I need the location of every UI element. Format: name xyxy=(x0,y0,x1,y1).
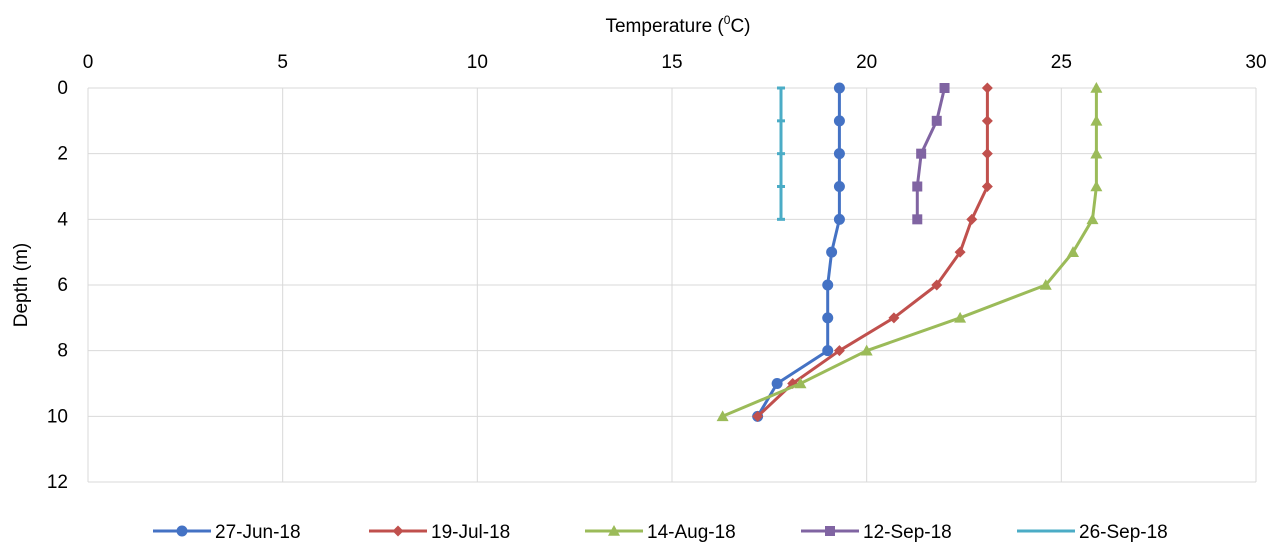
legend-label-0: 27-Jun-18 xyxy=(215,522,301,543)
x-axis-title-superscript: 0 xyxy=(724,13,731,27)
series-0-point-4 xyxy=(833,213,845,225)
series-3-point-1 xyxy=(931,115,942,126)
series-1-point-4 xyxy=(966,213,978,225)
series-0-point-0 xyxy=(833,82,845,94)
x-tick-label-6: 30 xyxy=(1245,52,1266,73)
series-2-point-7 xyxy=(954,311,967,323)
series-0-point-6 xyxy=(822,279,834,291)
x-tick-label-3: 15 xyxy=(661,52,682,73)
legend-item-3: 12-Sep-18 xyxy=(801,522,952,543)
series-0-point-5 xyxy=(826,246,838,258)
series-2-point-9 xyxy=(794,377,807,389)
series-1-point-6 xyxy=(931,279,943,291)
series-14-Aug-18 xyxy=(716,82,1103,422)
legend-label-2: 14-Aug-18 xyxy=(647,522,736,543)
y-tick-labels: 0 2 4 6 8 10 12 xyxy=(47,78,69,493)
legend-item-0: 27-Jun-18 xyxy=(153,522,301,543)
series-2-point-8 xyxy=(860,344,873,356)
legend-marker-1 xyxy=(392,525,404,537)
series-0-point-9 xyxy=(771,378,783,389)
series-0-point-7 xyxy=(822,312,834,324)
y-tick-label-3: 6 xyxy=(57,275,68,296)
series-3-point-0 xyxy=(939,83,950,93)
series-26-Sep-18 xyxy=(777,86,786,221)
series-2-point-10 xyxy=(716,410,729,422)
y-tick-label-5: 10 xyxy=(47,406,68,427)
legend-label-4: 26-Sep-18 xyxy=(1079,522,1168,543)
x-tick-label-2: 10 xyxy=(467,52,488,73)
series-0-point-3 xyxy=(833,181,845,192)
series-3-point-4 xyxy=(912,214,923,225)
series-2-point-5 xyxy=(1067,246,1080,257)
y-tick-label-4: 8 xyxy=(57,341,68,362)
series-line-1 xyxy=(756,88,989,418)
x-tick-label-1: 5 xyxy=(277,52,288,73)
y-tick-label-1: 2 xyxy=(57,144,68,165)
gridlines xyxy=(87,87,1257,483)
series-27-Jun-18 xyxy=(752,82,845,422)
x-tick-label-5: 25 xyxy=(1051,52,1072,73)
series-1-point-8 xyxy=(833,345,845,357)
series xyxy=(716,82,1103,422)
x-axis-title: Temperature (0C) xyxy=(605,13,750,37)
x-axis-title-end: C) xyxy=(730,16,750,37)
legend-item-4: 26-Sep-18 xyxy=(1017,522,1168,543)
legend-marker-2 xyxy=(608,525,620,536)
series-3-point-2 xyxy=(916,148,927,159)
series-2-point-4 xyxy=(1086,213,1099,225)
legend-label-3: 12-Sep-18 xyxy=(863,522,952,543)
y-tick-label-6: 12 xyxy=(47,472,68,493)
legend: 27-Jun-18 19-Jul-18 14-Aug-18 12-Sep-18 26-S… xyxy=(153,522,1168,543)
x-tick-labels: 0 5 10 15 20 25 30 xyxy=(83,52,1267,73)
legend-item-1: 19-Jul-18 xyxy=(369,522,510,543)
x-tick-label-0: 0 xyxy=(83,52,94,73)
series-19-Jul-18 xyxy=(752,82,993,422)
series-1-point-5 xyxy=(954,246,966,258)
legend-marker-3 xyxy=(825,526,835,536)
series-1-point-3 xyxy=(981,181,993,192)
x-tick-label-4: 20 xyxy=(856,52,877,73)
y-tick-label-0: 0 xyxy=(57,78,68,99)
series-12-Sep-18 xyxy=(912,83,950,225)
series-line-2 xyxy=(722,88,1098,418)
series-3-point-3 xyxy=(912,181,923,192)
series-2-point-0 xyxy=(1090,82,1103,93)
series-1-point-2 xyxy=(981,148,993,160)
series-0-point-8 xyxy=(822,345,834,357)
series-1-point-10 xyxy=(752,410,764,422)
series-1-point-1 xyxy=(981,115,993,127)
x-axis-title-main: Temperature ( xyxy=(605,16,724,37)
legend-item-2: 14-Aug-18 xyxy=(585,522,736,543)
legend-label-1: 19-Jul-18 xyxy=(431,522,510,543)
series-2-point-6 xyxy=(1039,279,1052,290)
series-1-point-7 xyxy=(888,312,900,324)
series-2-point-2 xyxy=(1090,147,1103,159)
y-axis-title: Depth (m) xyxy=(11,243,32,327)
series-0-point-1 xyxy=(833,115,845,127)
series-2-point-3 xyxy=(1090,180,1103,192)
series-2-point-1 xyxy=(1090,114,1103,126)
series-0-point-2 xyxy=(833,148,845,160)
y-tick-label-2: 4 xyxy=(57,209,68,230)
series-1-point-0 xyxy=(981,82,993,94)
legend-marker-0 xyxy=(176,525,188,537)
